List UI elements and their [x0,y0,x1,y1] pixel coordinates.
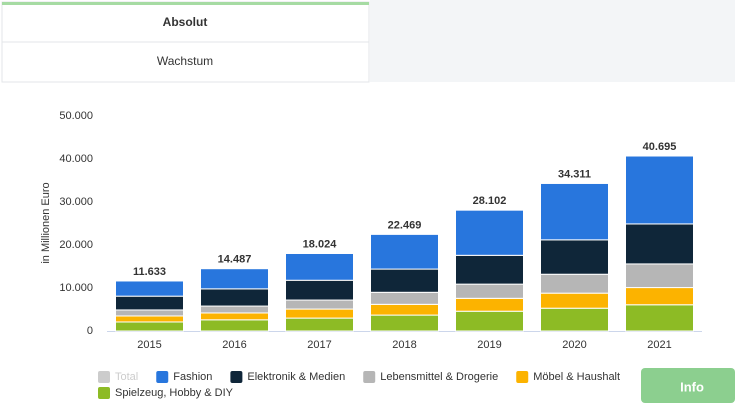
tab-label[interactable]: Absolut [163,15,208,29]
bar-segment [200,268,269,290]
y-tick-label: 50.000 [59,110,93,122]
y-tick-label: 0 [87,325,93,337]
legend-label: Total [115,371,138,383]
y-tick-label: 30.000 [59,196,93,208]
total-label: 11.633 [133,266,166,278]
bar-segment [115,295,184,311]
tab-wachstum[interactable] [1,41,370,83]
bar-segment [370,268,439,293]
bar-segment [625,287,694,306]
bar-segment [540,292,609,309]
total-label: 14.487 [218,254,252,266]
x-tick-label: 2020 [562,339,586,351]
total-label: 28.102 [473,195,507,207]
bar-segment [455,297,524,312]
x-tick-label: 2015 [137,339,161,351]
bar-segment [540,273,609,294]
x-tick-label: 2018 [392,339,416,351]
legend-label: Elektronik & Medien [247,371,345,383]
bar-segment [115,309,184,317]
bar-segment [115,280,184,297]
legend-label: Fashion [173,371,212,383]
tab-absolut[interactable] [1,1,370,43]
legend-label: Spielzeug, Hobby & DIY [115,387,234,399]
bar-segment [455,254,524,285]
legend-swatch [98,387,110,399]
bar-segment [200,312,269,321]
bar-segment [370,314,439,332]
bar-segment [285,252,354,281]
tab-indicator [2,2,369,5]
y-tick-label: 40.000 [59,153,93,165]
bar-segment [540,182,609,241]
x-tick-label: 2019 [477,339,501,351]
bar-segment [285,317,354,332]
bar-segment [370,291,439,305]
tab-label[interactable]: Wachstum [157,54,213,68]
bar-segment [625,155,694,225]
bar-segment [200,319,269,332]
total-label: 18.024 [303,238,338,250]
total-label: 40.695 [643,141,677,153]
legend-label: Lebensmittel & Drogerie [380,371,498,383]
x-tick-label: 2016 [222,339,246,351]
y-tick-label: 20.000 [59,239,93,251]
tab-filler [370,0,735,82]
legend-swatch [230,371,243,383]
bar-segment [625,304,694,332]
bar-segment [285,279,354,301]
y-tick-label: 10.000 [59,282,93,294]
legend-swatch [516,371,529,383]
legend-swatch [363,371,376,383]
bar-segment [200,288,269,307]
legend-swatch [98,371,110,383]
bar-segment [115,315,184,323]
bar-segment [540,307,609,332]
bar-segment [625,223,694,265]
bar-segment [455,310,524,332]
bar-segment [285,308,354,319]
legend-label: Möbel & Haushalt [533,371,620,383]
bar-segment [200,305,269,314]
bar-segment [285,299,354,310]
bar-segment [625,263,694,289]
bar-segment [455,283,524,299]
bar-segment [370,233,439,270]
y-axis-label: in Millionen Euro [40,182,52,263]
info-button[interactable] [641,368,735,403]
bar-segment [115,321,184,332]
total-label: 34.311 [558,168,591,180]
legend-swatch [156,371,169,383]
info-label[interactable]: Info [680,379,704,394]
x-tick-label: 2017 [307,339,331,351]
bar-segment [455,209,524,256]
total-label: 22.469 [388,219,422,231]
x-tick-label: 2021 [647,339,671,351]
bar-segment [540,239,609,275]
bar-segment [370,303,439,316]
